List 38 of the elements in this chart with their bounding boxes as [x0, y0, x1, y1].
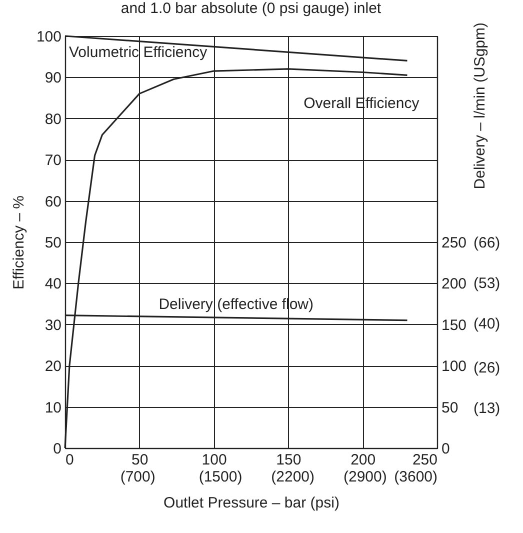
y3-tick-label: (13) — [474, 400, 500, 417]
x2-tick-label: (700) — [120, 468, 156, 486]
y-tick-label: 0 — [53, 440, 62, 458]
y3-tick-label: (66) — [474, 234, 500, 252]
x-tick-label: 100 — [202, 452, 227, 468]
y2-tick-label: 100 — [442, 358, 467, 376]
y-tick-label: 30 — [44, 316, 62, 334]
x2-tick-label: (2900) — [343, 468, 387, 486]
y-tick-label: 60 — [44, 193, 62, 210]
y-tick-label: 10 — [44, 399, 62, 416]
x-tick-label: 0 — [66, 452, 74, 468]
y2-axis-title: Delivery – l/min (USgpm) — [472, 22, 488, 190]
y2-tick-label: 250 — [442, 234, 467, 252]
x-tick-label: 50 — [132, 452, 148, 468]
y-tick-label: 80 — [44, 110, 62, 128]
x2-tick-label: (3600) — [394, 468, 438, 486]
x-axis-title: Outlet Pressure – bar (psi) — [164, 494, 340, 512]
x-tick-label: 150 — [276, 452, 302, 468]
y3-tick-label: (26) — [474, 359, 500, 376]
y-tick-label: 50 — [44, 234, 62, 252]
x2-tick-label: (1500) — [198, 468, 242, 486]
x-tick-label: 250 — [412, 452, 438, 468]
y2-tick-label: 50 — [442, 399, 458, 416]
y-axis-title: Efficiency – % — [10, 196, 28, 290]
series-label: Volumetric Efficiency — [69, 44, 208, 61]
x2-tick-label: (2200) — [271, 468, 315, 486]
y2-tick-label: 0 — [442, 440, 450, 458]
y3-tick-label: (53) — [474, 275, 500, 292]
y3-tick-label: (40) — [474, 316, 500, 333]
y-tick-label: 20 — [44, 358, 62, 376]
y-tick-label: 70 — [44, 152, 62, 170]
y2-tick-label: 150 — [442, 316, 467, 334]
y-tick-label: 40 — [44, 276, 62, 293]
y-tick-label: 100 — [36, 28, 62, 46]
y2-tick-label: 200 — [442, 276, 467, 293]
chart-title: and 1.0 bar absolute (0 psi gauge) inlet — [120, 0, 382, 17]
x-tick-label: 200 — [350, 452, 376, 468]
y-tick-label: 90 — [44, 70, 62, 87]
